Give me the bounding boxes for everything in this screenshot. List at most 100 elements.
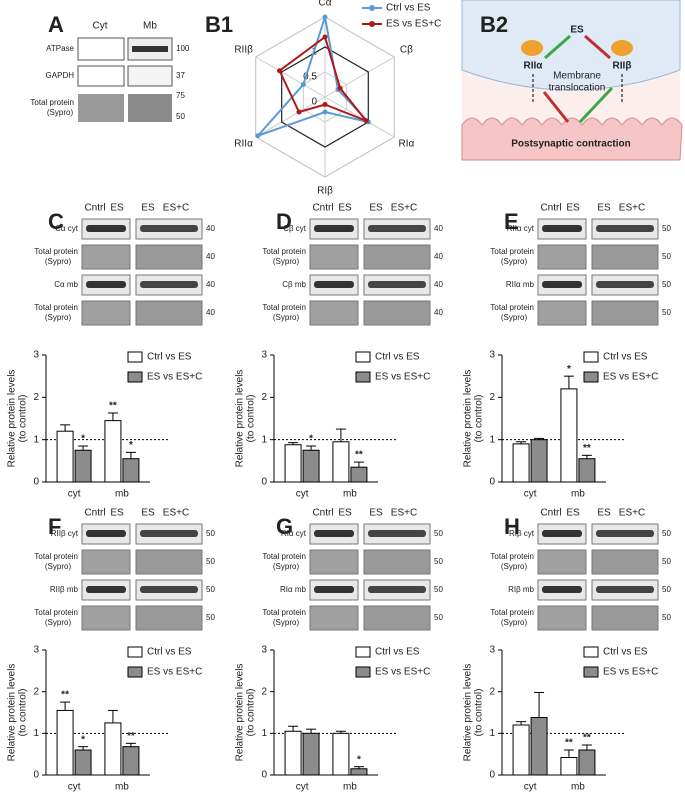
label: RIIα [524,61,544,72]
band [86,586,126,593]
significance: * [81,434,85,445]
y-tick-label: 3 [261,350,267,361]
column-label: ES [141,508,155,519]
y-tick-label: 0 [261,770,267,781]
legend-label: Ctrl vs ES [386,3,431,14]
bar [350,466,368,483]
blot [537,244,587,270]
blot [78,94,124,122]
bar [284,444,302,483]
blot [537,300,587,326]
bar [332,441,350,483]
significance: * [129,440,133,451]
bar [302,732,320,776]
column-label: ES+C [391,508,417,519]
blot [135,605,203,631]
marker: 50 [662,252,671,261]
y-tick-label: 3 [489,350,495,361]
y-tick-label: 1 [261,434,267,445]
bar [512,443,530,483]
marker: 37 [176,71,185,80]
band [140,225,198,232]
row-label: RIβ mb [508,585,534,594]
y-tick-label: 1 [33,434,39,445]
column-label: ES+C [619,508,645,519]
stimulus: ES [570,25,584,36]
band [596,281,654,288]
bar [332,732,350,776]
inhibit [584,34,611,60]
y-tick-label: 2 [489,392,495,403]
band [596,225,654,232]
marker: 50 [206,529,215,538]
marker: 40 [206,252,215,261]
radar-point [322,14,328,20]
row-label: (Sypro) [45,313,72,322]
marker: 50 [662,224,671,233]
row-label: Cβ cyt [283,224,307,233]
icon [521,40,543,56]
y-tick-label: 0 [33,477,39,488]
row-label: RIIβ mb [50,585,79,594]
y-label: (to control) [18,395,29,443]
panel-letter: H [504,514,520,539]
y-label: Relative protein levels [235,370,246,468]
blot [591,605,659,631]
x-tick-label: mb [115,489,129,500]
bar [104,722,122,776]
blot [77,65,125,87]
bar [350,768,368,776]
blot [309,549,359,575]
significance: ** [109,401,117,412]
marker: 40 [434,224,443,233]
radar-point [322,102,328,107]
column-label: ES [369,508,383,519]
legend-label: Ctrl vs ES [603,647,648,658]
band [542,281,582,288]
row-label: (Sypro) [501,562,528,571]
y-tick-label: 0 [33,770,39,781]
column-label: Cntrl [84,203,105,214]
blot [537,605,587,631]
legend-label: ES vs ES+C [147,372,202,383]
row-label: Total protein [262,608,306,617]
radar-line [278,35,370,124]
column-label: ES [338,203,352,214]
blot [81,605,131,631]
blot [309,605,359,631]
bar [512,724,530,776]
bar [560,388,578,483]
marker: 50 [176,112,185,121]
spoke [255,56,326,98]
band [596,586,654,593]
column-label: Cntrl [312,508,333,519]
marker: 50 [206,557,215,566]
row-label: RIIα cyt [507,224,535,233]
significance: ** [583,733,591,744]
row-label: Total protein [34,552,78,561]
legend-swatch [127,666,143,678]
bar [122,746,140,776]
inhibit [542,91,570,123]
marker: 40 [434,308,443,317]
row-label: ATPase [46,44,74,53]
y-label: (to control) [246,395,257,443]
blot [127,65,173,87]
row-label: (Sypro) [47,108,74,117]
y-tick-label: 0 [489,770,495,781]
radar-point [277,68,283,74]
marker: 50 [662,585,671,594]
band [314,225,354,232]
bar [74,449,92,483]
label: translocation [549,83,606,94]
x-tick-label: mb [343,782,357,793]
bar [104,420,122,483]
y-label: Relative protein levels [7,370,18,468]
column-label: ES [110,203,124,214]
column-label: Cntrl [84,508,105,519]
row-label: RIβ cyt [509,529,535,538]
blot [135,244,203,270]
marker: 50 [662,613,671,622]
icon [611,40,633,56]
